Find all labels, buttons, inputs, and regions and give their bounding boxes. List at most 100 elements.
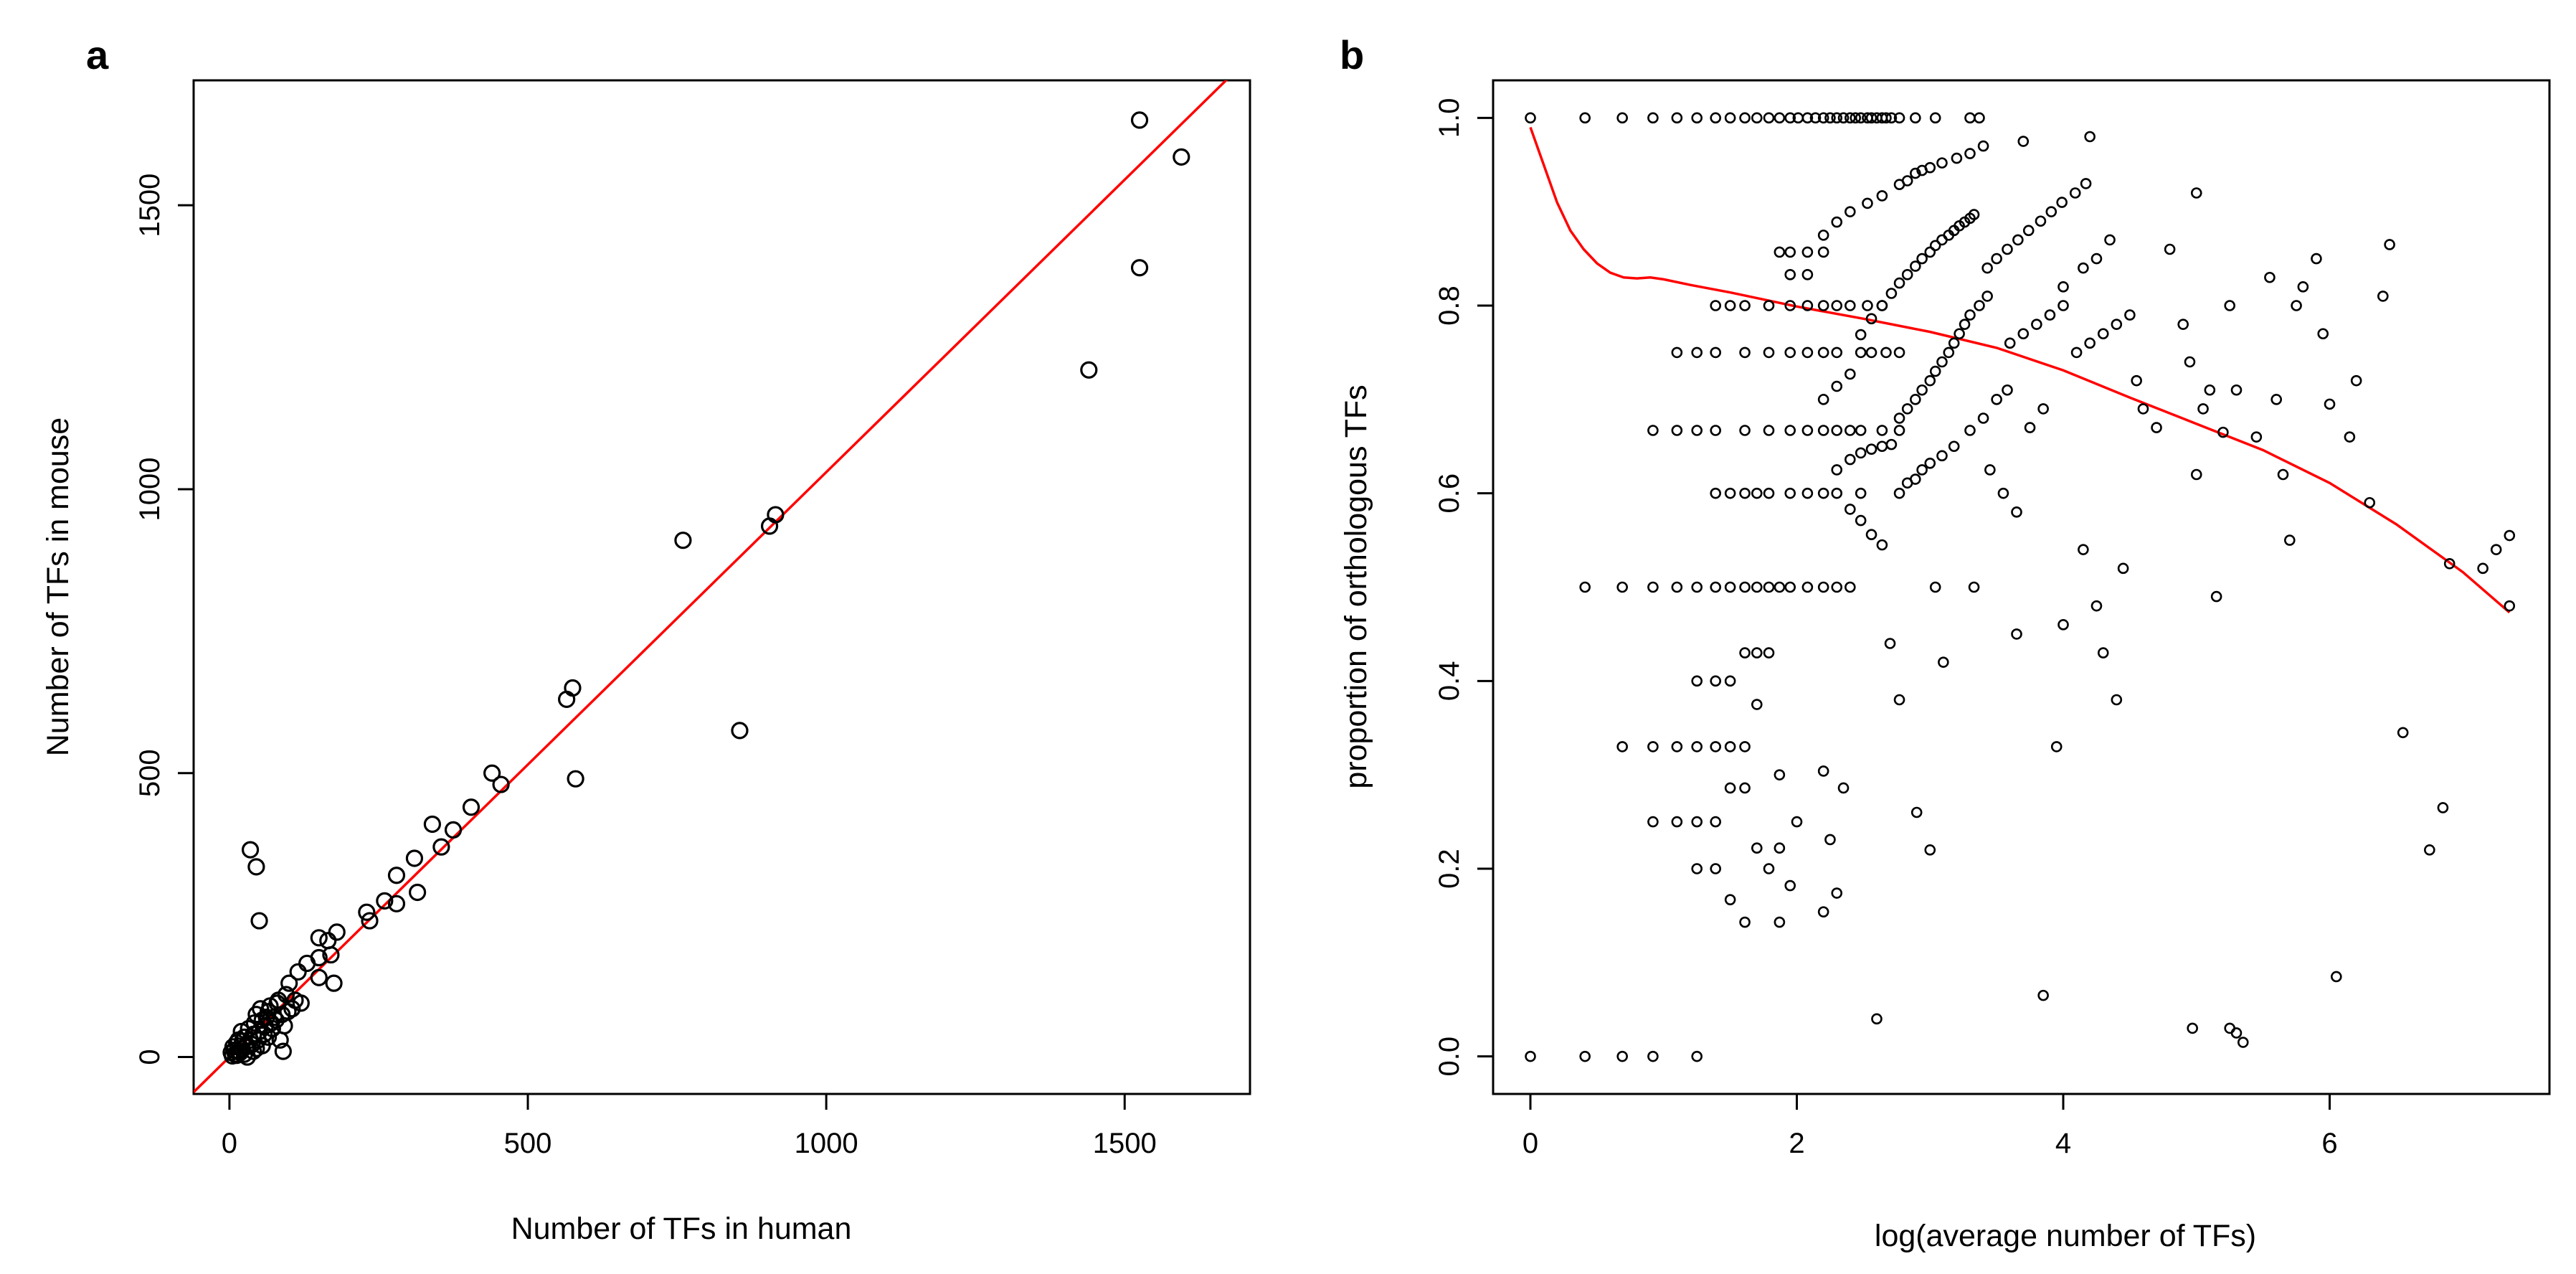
data-point bbox=[1865, 112, 1877, 124]
data-point bbox=[2204, 384, 2216, 396]
panel-a-y-tick-label: 1000 bbox=[134, 457, 166, 521]
data-point bbox=[1862, 300, 1873, 311]
data-point bbox=[1710, 741, 1722, 752]
data-point bbox=[1831, 380, 1843, 392]
data-point bbox=[1724, 741, 1736, 752]
data-point bbox=[1616, 581, 1628, 593]
data-point bbox=[1784, 879, 1796, 892]
data-point bbox=[1671, 112, 1683, 124]
data-point bbox=[1784, 425, 1796, 436]
panel-b-y-tick-label: 0.2 bbox=[1434, 849, 1465, 889]
data-point bbox=[2078, 544, 2089, 555]
data-point bbox=[1763, 581, 1775, 593]
data-point bbox=[1784, 487, 1796, 499]
data-point bbox=[1959, 318, 1971, 330]
data-point bbox=[1691, 346, 1703, 359]
data-point bbox=[1739, 425, 1751, 436]
data-point bbox=[423, 815, 441, 834]
data-point bbox=[1763, 112, 1775, 124]
data-point bbox=[558, 690, 576, 708]
data-point bbox=[2190, 468, 2202, 481]
data-point bbox=[2058, 300, 2069, 311]
panel-a-y-axis-title: Number of TFs in mouse bbox=[41, 417, 75, 756]
data-point bbox=[2124, 309, 2136, 321]
panel-b-scatter: b 0 2 4 6 0.0 0.2 0.4 0.6 0.8 1.0 log(average num… bbox=[1339, 32, 2551, 1253]
data-point bbox=[2377, 291, 2389, 302]
data-point bbox=[1893, 487, 1905, 499]
data-point bbox=[1910, 112, 1921, 124]
data-point bbox=[2311, 253, 2322, 265]
data-point bbox=[2011, 628, 2022, 640]
data-point bbox=[1871, 1013, 1883, 1025]
data-point bbox=[2184, 356, 2196, 368]
data-point bbox=[1724, 894, 1736, 905]
data-point bbox=[1739, 300, 1751, 311]
data-point bbox=[2058, 281, 2069, 293]
data-point bbox=[310, 929, 328, 947]
data-point bbox=[462, 798, 480, 816]
data-point bbox=[1876, 190, 1888, 202]
panel-a-plot-frame bbox=[192, 79, 1251, 1095]
data-point bbox=[1916, 253, 1928, 265]
data-point bbox=[1910, 394, 1921, 405]
data-point bbox=[1850, 112, 1862, 124]
data-point bbox=[361, 912, 379, 930]
data-point bbox=[1784, 269, 1796, 280]
data-point bbox=[1837, 112, 1850, 124]
data-point bbox=[1831, 581, 1843, 593]
data-point bbox=[1739, 487, 1751, 499]
data-point bbox=[1929, 581, 1941, 593]
data-point bbox=[2070, 346, 2083, 359]
data-point bbox=[1964, 425, 1976, 436]
data-point bbox=[1671, 346, 1683, 359]
data-point bbox=[322, 945, 340, 964]
data-point bbox=[2084, 131, 2096, 143]
data-point bbox=[1724, 675, 1736, 687]
data-point bbox=[1936, 157, 1948, 169]
data-point bbox=[1710, 816, 1722, 828]
data-point bbox=[1724, 112, 1736, 124]
data-point bbox=[1801, 346, 1814, 359]
data-point bbox=[2044, 309, 2056, 321]
data-point bbox=[1774, 112, 1786, 124]
data-point bbox=[1763, 300, 1775, 311]
panel-b-y-tick-label: 0.4 bbox=[1434, 661, 1465, 702]
data-point bbox=[283, 1000, 301, 1018]
data-point bbox=[2011, 506, 2022, 518]
data-point bbox=[2137, 403, 2149, 415]
panel-b-x-tick-label: 0 bbox=[1523, 1128, 1538, 1159]
data-point bbox=[1671, 425, 1683, 436]
panel-a-x-tick-label: 1000 bbox=[795, 1128, 858, 1159]
data-point bbox=[1710, 581, 1722, 593]
data-point bbox=[1739, 581, 1751, 593]
data-point bbox=[2504, 600, 2516, 612]
data-point bbox=[1865, 443, 1877, 455]
data-point bbox=[1817, 581, 1829, 593]
data-point bbox=[1855, 346, 1867, 359]
data-point bbox=[1876, 425, 1888, 436]
data-point bbox=[2397, 727, 2409, 739]
panel-a-x-tick-label: 500 bbox=[504, 1128, 552, 1159]
data-point bbox=[2037, 403, 2049, 415]
data-point bbox=[328, 923, 346, 941]
data-point bbox=[310, 968, 328, 986]
data-point bbox=[232, 1022, 250, 1041]
data-point bbox=[2424, 844, 2435, 856]
data-point bbox=[1893, 277, 1905, 289]
panel-b-plot-frame bbox=[1492, 79, 2551, 1095]
data-point bbox=[567, 770, 584, 788]
data-point bbox=[1817, 246, 1829, 258]
data-point bbox=[2224, 1022, 2235, 1034]
data-point bbox=[1936, 234, 1948, 246]
data-point bbox=[1991, 253, 2002, 265]
data-point bbox=[1763, 647, 1775, 659]
data-point bbox=[1801, 112, 1814, 124]
data-point bbox=[1579, 581, 1591, 593]
data-point bbox=[2004, 337, 2016, 349]
data-point bbox=[1977, 140, 1989, 152]
data-point bbox=[2035, 215, 2047, 227]
data-point bbox=[1751, 112, 1763, 124]
data-point bbox=[1831, 887, 1843, 899]
data-point bbox=[1751, 487, 1763, 499]
